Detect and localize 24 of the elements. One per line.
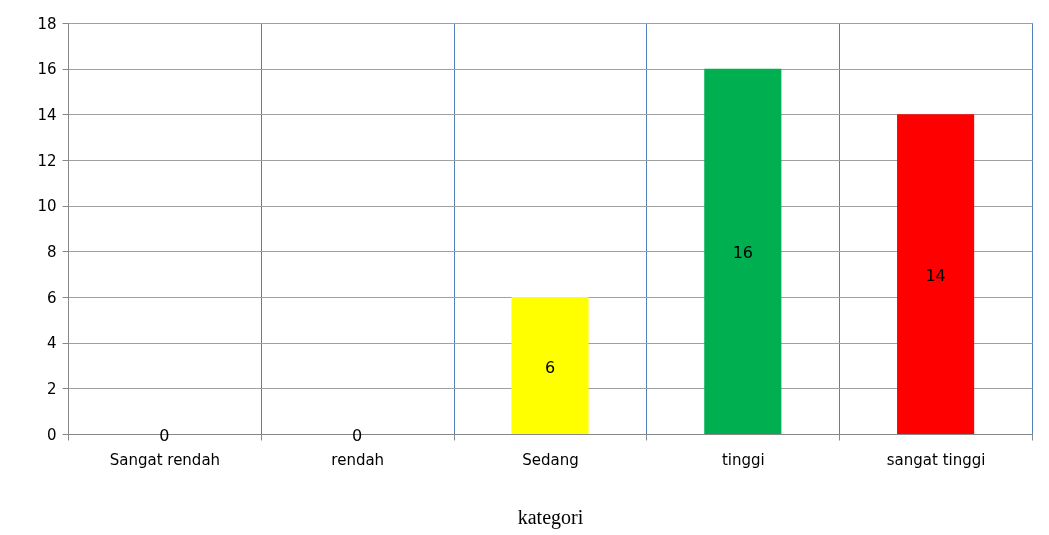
- y-tick-label: 18: [37, 14, 57, 33]
- data-label: 6: [544, 357, 556, 377]
- y-tick-label: 10: [37, 197, 57, 216]
- bar: [704, 68, 782, 434]
- bar: [897, 114, 975, 434]
- x-tick-label: sangat tinggi: [886, 450, 986, 469]
- y-tick-label: 4: [46, 334, 57, 353]
- y-tick-label: 14: [37, 105, 57, 124]
- data-label: 14: [925, 266, 946, 286]
- y-tick-label: 8: [46, 242, 57, 261]
- x-tick-label: tinggi: [721, 450, 765, 469]
- y-tick-label: 12: [37, 151, 57, 170]
- bar: [511, 297, 589, 434]
- y-tick-label: 16: [37, 60, 57, 79]
- data-label: 0: [159, 426, 170, 445]
- y-tick-label: 6: [46, 288, 57, 307]
- y-tick-label: 0: [46, 425, 57, 444]
- data-label: 16: [732, 243, 753, 263]
- y-tick-label: 2: [46, 379, 57, 398]
- x-tick-label: rendah: [331, 450, 385, 469]
- x-tick-label: Sedang: [522, 450, 579, 469]
- x-axis-title: kategori: [517, 505, 584, 529]
- x-tick-label: Sangat rendah: [109, 450, 221, 469]
- data-label: 0: [352, 426, 363, 445]
